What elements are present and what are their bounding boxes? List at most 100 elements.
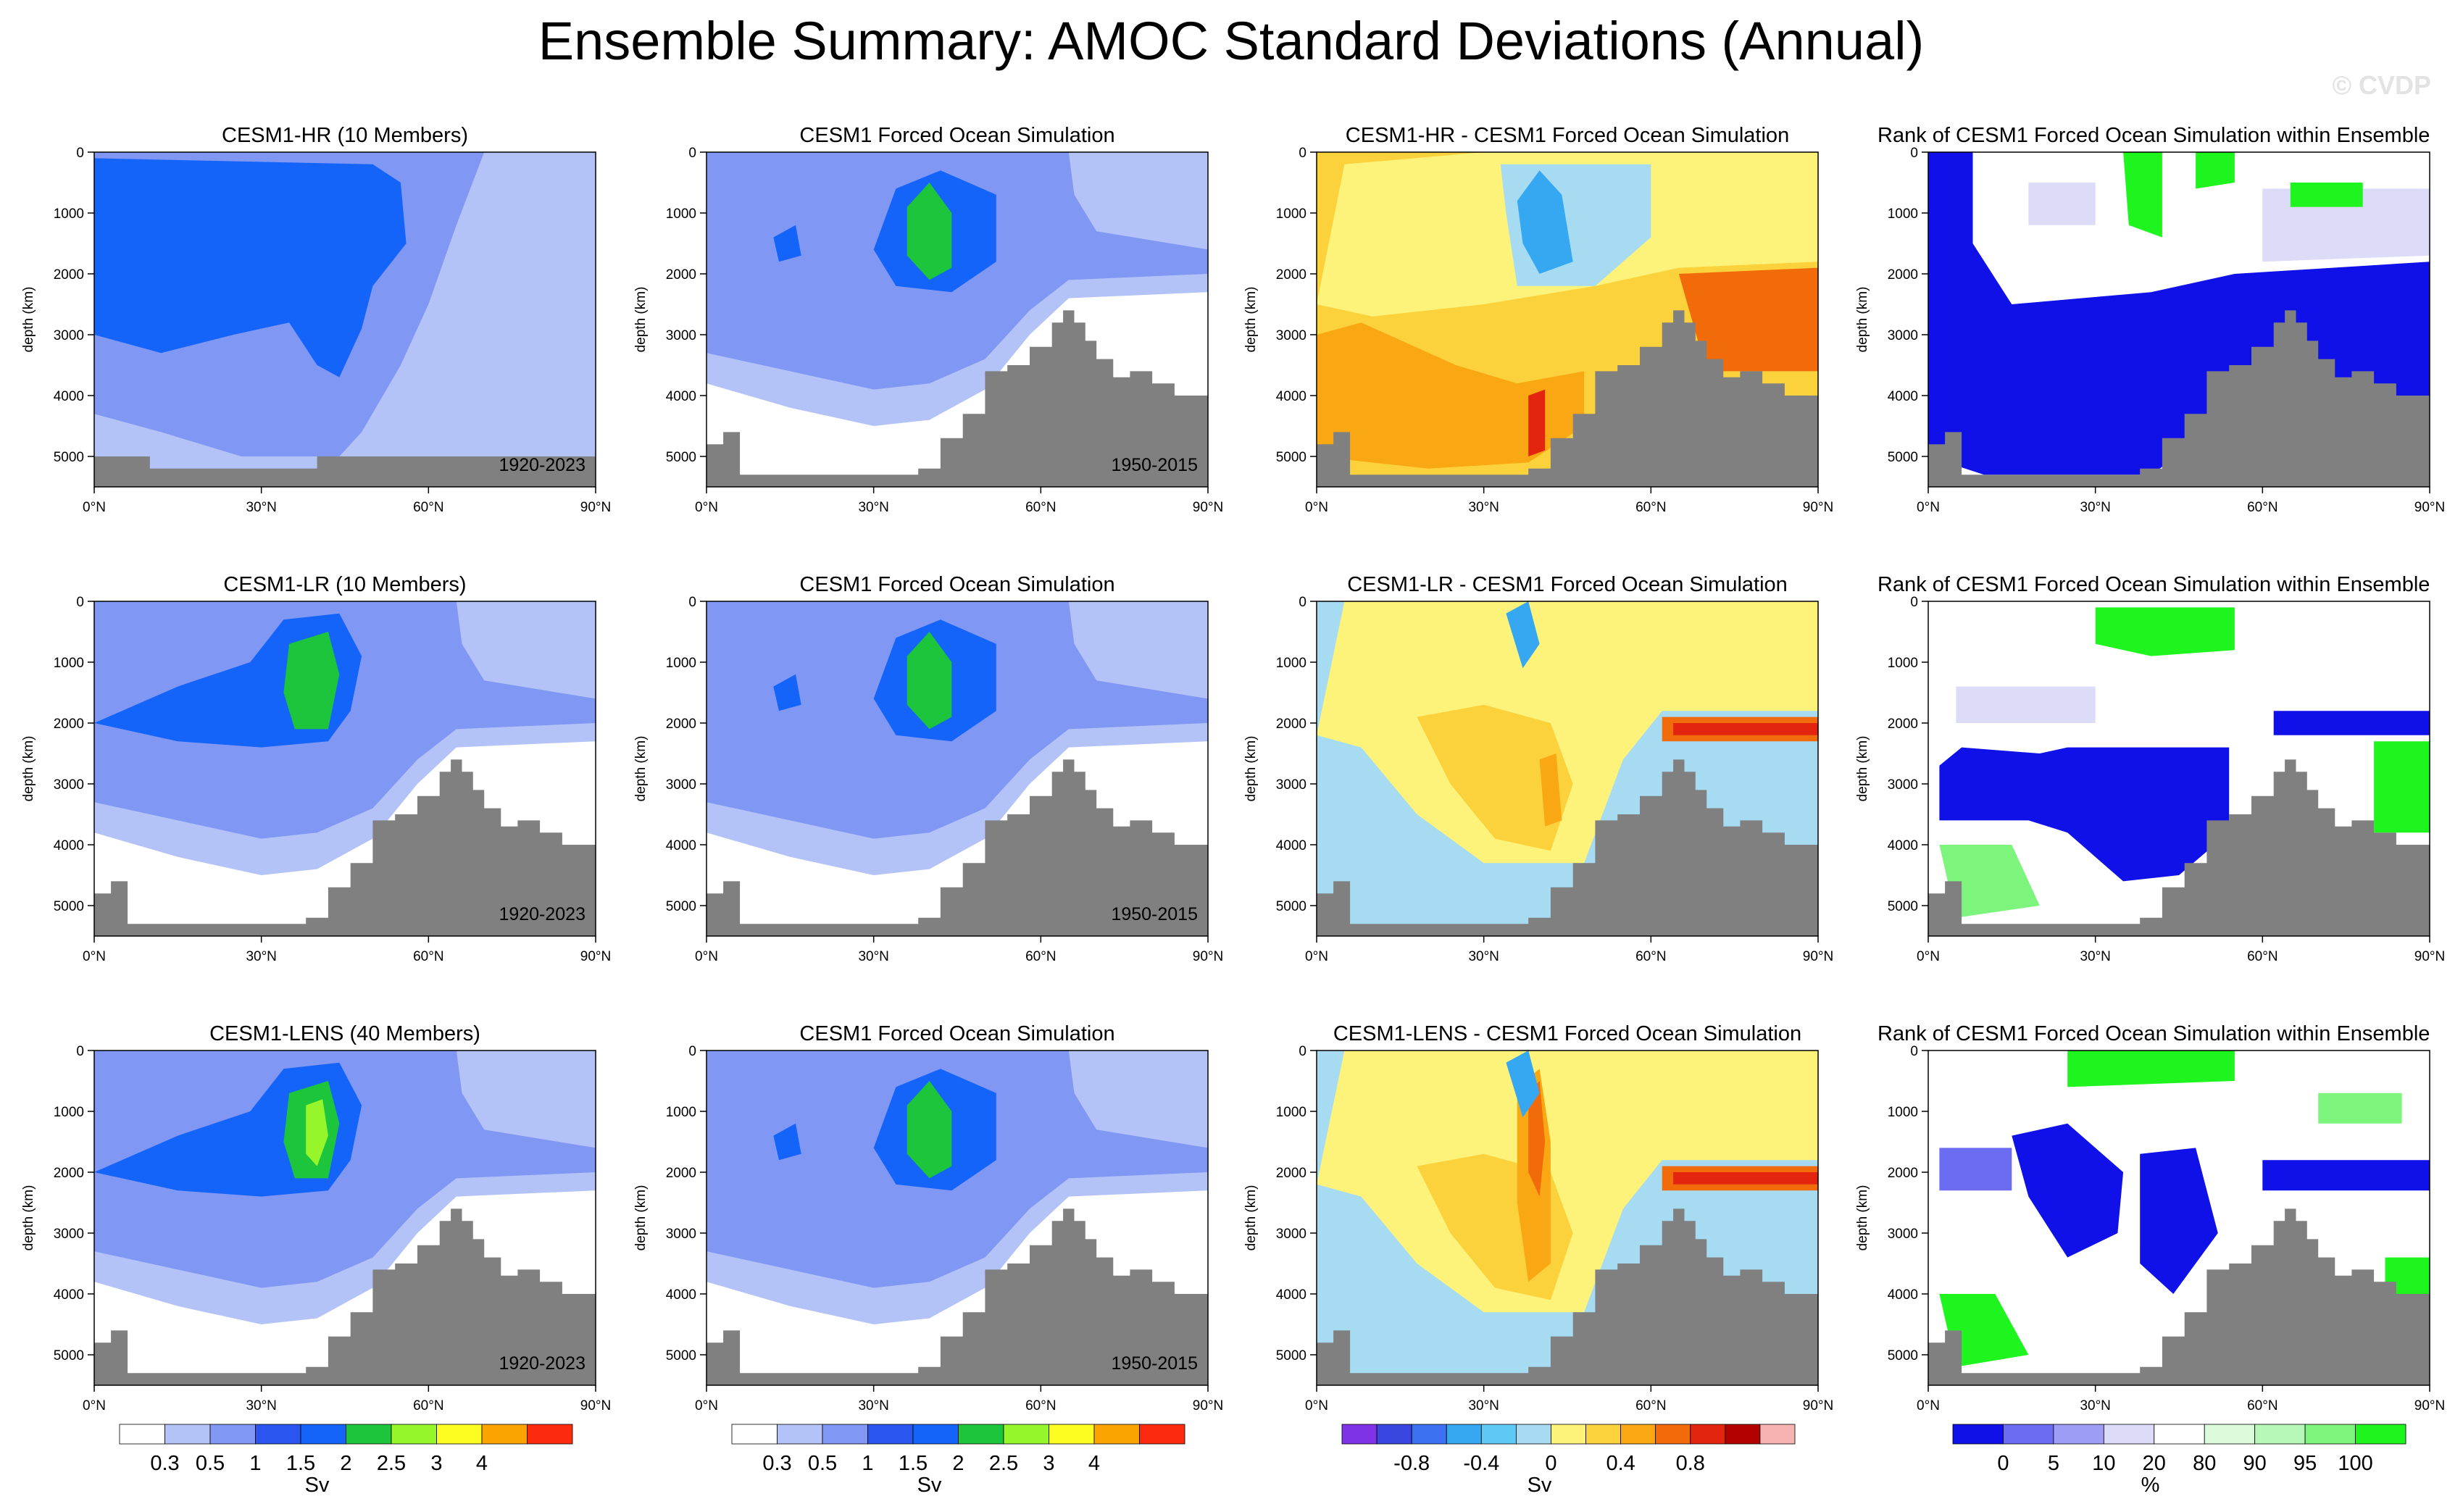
panel-field [1317, 601, 1818, 936]
colorbar-swatch [1585, 1424, 1622, 1445]
x-tick-label: 0°N [83, 500, 106, 515]
y-tick-label: 1000 [1888, 656, 1918, 671]
colorbar-swatch [300, 1424, 346, 1445]
diff-contour-0.8 [1673, 1172, 1818, 1185]
plot-frame [1928, 1050, 2430, 1386]
panel-field [707, 1051, 1208, 1385]
y-tick-label: 4000 [54, 1287, 84, 1303]
y-tick-label: 4000 [666, 838, 696, 853]
plot-frame [93, 151, 596, 488]
y-tick-label: 5000 [54, 899, 84, 914]
y-tick-label: 4000 [1888, 389, 1918, 404]
y-tick-label: 0 [76, 595, 84, 610]
sd-contour-0.3 [149, 456, 317, 469]
x-tick-label: 60°N [1025, 500, 1056, 515]
plot-frame [1316, 1050, 1819, 1386]
period-label: 1920-2023 [499, 455, 585, 475]
y-axis-label: depth (km) [1855, 287, 1870, 353]
x-tick-label: 90°N [580, 949, 611, 964]
colorbar-label: 10 [2092, 1452, 2115, 1475]
colorbar-swatch [391, 1424, 437, 1445]
y-tick-label: 2000 [666, 717, 696, 732]
panel-field [1928, 601, 2430, 936]
x-tick-label: 30°N [858, 500, 888, 515]
y-tick-label: 2000 [666, 267, 696, 283]
colorbar-label: 2 [952, 1452, 964, 1475]
colorbar-label: 5 [2048, 1452, 2059, 1475]
panel-field [707, 152, 1208, 487]
y-axis-label: depth (km) [21, 1185, 36, 1251]
rank-bin-0 [2273, 711, 2430, 735]
y-tick-label: 3000 [1276, 328, 1306, 343]
colorbar-label: -0.8 [1393, 1452, 1430, 1475]
x-tick-label: 90°N [580, 1398, 611, 1413]
colorbar-unit: Sv [917, 1474, 942, 1497]
rank-bin-100 [2196, 152, 2235, 189]
panel-obs_sd-row0: 0°N 30°N 60°N 90°N 0 1000 2000 3000 4000 5000 dept… [633, 124, 1223, 515]
y-axis-label: depth (km) [633, 287, 649, 353]
colorbar-swatch [436, 1424, 483, 1445]
y-tick-label: 1000 [54, 656, 84, 671]
diff-contour-0 [1317, 601, 1818, 864]
y-tick-label: 0 [76, 1044, 84, 1059]
y-tick-label: 3000 [666, 777, 696, 793]
colorbar-swatch [1093, 1424, 1140, 1445]
colorbar-label: 0.3 [762, 1452, 791, 1475]
colorbar-swatch [1620, 1424, 1656, 1445]
y-tick-label: 1000 [1888, 206, 1918, 222]
topography [1317, 1208, 1818, 1385]
colorbar-2: -0.8 -0.4 0 0.4 0.8 Sv [1341, 1424, 1796, 1497]
y-tick-label: 2000 [54, 1166, 84, 1181]
colorbar-swatch [2103, 1424, 2155, 1445]
y-tick-label: 1000 [1276, 206, 1306, 222]
topography [707, 1208, 1208, 1385]
y-tick-label: 0 [688, 146, 696, 161]
diff-contour-0.8 [1673, 723, 1818, 735]
y-tick-label: 3000 [1276, 1227, 1306, 1242]
topography [94, 1208, 596, 1385]
colorbar-swatch [958, 1424, 1004, 1445]
x-tick-label: 0°N [1917, 1398, 1940, 1413]
colorbar-label: 0 [1997, 1452, 2009, 1475]
colorbar-swatch [1376, 1424, 1412, 1445]
sd-contour-1 [94, 158, 407, 377]
colorbar-label: 90 [2243, 1452, 2267, 1475]
panel-field [1317, 152, 1818, 487]
colorbar-swatch [164, 1424, 211, 1445]
colorbar-label: 20 [2143, 1452, 2166, 1475]
x-tick-label: 0°N [695, 500, 718, 515]
topography [1317, 310, 1818, 487]
panel-ensemble_sd-row1: 0°N 30°N 60°N 90°N 0 1000 2000 3000 4000 5000 dept… [21, 573, 611, 964]
rank-bin-95 [2318, 1093, 2402, 1124]
panel-difference-row1: 0°N 30°N 60°N 90°N 0 1000 2000 3000 4000 5000 dept… [1243, 573, 1833, 964]
diff-contour-0.6 [1678, 267, 1818, 372]
colorbar-swatch [1049, 1424, 1095, 1445]
sd-contour-2 [306, 1099, 328, 1166]
x-tick-label: 90°N [2414, 949, 2445, 964]
colorbar-label: 95 [2293, 1452, 2317, 1475]
rank-bin-0 [2012, 1123, 2124, 1258]
rank-bin-20 [2028, 183, 2096, 225]
x-tick-label: 30°N [1468, 500, 1499, 515]
panel-rank-row1: 0°N 30°N 60°N 90°N 0 1000 2000 3000 4000 5000 dept… [1855, 573, 2445, 964]
y-tick-label: 2000 [1276, 717, 1306, 732]
colorbar-swatch [777, 1424, 823, 1445]
period-label: 1950-2015 [1111, 1353, 1198, 1374]
panel-rank-row0: 0°N 30°N 60°N 90°N 0 1000 2000 3000 4000 5000 dept… [1855, 124, 2445, 515]
rank-bin-20 [1956, 686, 2096, 723]
colorbar-swatch [255, 1424, 301, 1445]
y-tick-label: 1000 [1276, 1105, 1306, 1120]
panel-field [94, 1051, 596, 1385]
y-tick-label: 0 [1299, 595, 1306, 610]
y-tick-label: 5000 [1888, 1348, 1918, 1363]
y-tick-label: 2000 [1888, 267, 1918, 283]
y-axis-label: depth (km) [1243, 287, 1259, 353]
sd-contour-1.5 [907, 183, 952, 280]
x-tick-label: 30°N [858, 1398, 888, 1413]
x-tick-label: 30°N [1468, 1398, 1499, 1413]
x-tick-label: 90°N [2414, 1398, 2445, 1413]
colorbar-swatch [1515, 1424, 1551, 1445]
diff-contour-0.4 [1539, 753, 1562, 827]
diff-contour-neg0.4 [1506, 1051, 1540, 1118]
plot-frame [706, 151, 1209, 488]
